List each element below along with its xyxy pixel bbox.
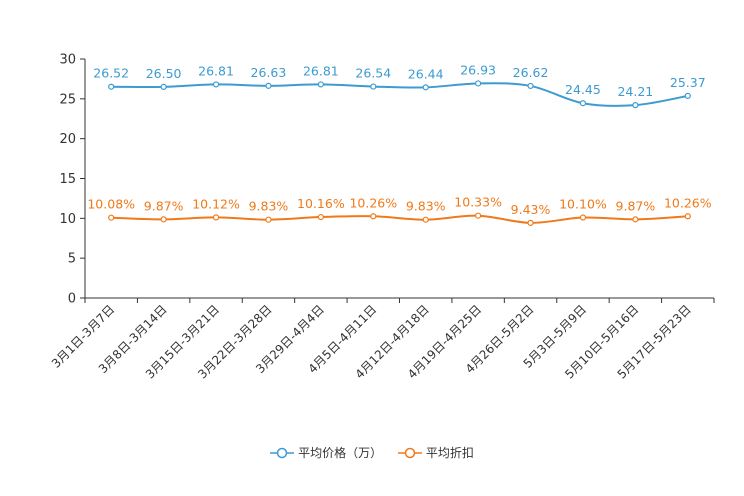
- data-point[interactable]: [108, 214, 115, 221]
- data-point[interactable]: [684, 92, 691, 99]
- data-label: 10.12%: [192, 196, 240, 211]
- data-point[interactable]: [684, 213, 691, 220]
- data-point[interactable]: [160, 216, 167, 223]
- series-line-0: [111, 82, 688, 107]
- data-point[interactable]: [422, 216, 429, 223]
- legend-marker-price: [270, 447, 295, 458]
- data-label: 9.83%: [406, 199, 446, 214]
- y-tick-label: 30: [59, 53, 76, 68]
- data-label: 24.45: [565, 82, 601, 97]
- data-label: 26.54: [355, 66, 391, 81]
- data-label: 26.44: [408, 66, 444, 81]
- data-point[interactable]: [370, 213, 377, 220]
- data-point[interactable]: [160, 83, 167, 90]
- legend-label-discount: 平均折扣: [425, 446, 474, 460]
- y-tick-label: 15: [59, 172, 76, 187]
- data-point[interactable]: [579, 214, 587, 221]
- data-label: 10.08%: [87, 197, 135, 212]
- data-point[interactable]: [370, 83, 377, 90]
- series-layer: 26.52 26.50 26.81 26.63 26.81 26.54 26.44 26.93…: [87, 62, 712, 226]
- data-label: 26.52: [93, 66, 129, 81]
- series-line-1: [111, 214, 688, 224]
- data-label: 26.62: [513, 65, 549, 80]
- data-label: 9.43%: [511, 202, 551, 217]
- legend-marker-discount: [397, 447, 422, 458]
- data-label: 10.33%: [454, 195, 502, 210]
- data-point[interactable]: [527, 82, 534, 90]
- y-axis: 0 5 10 15 20 25 30: [59, 53, 86, 307]
- data-point[interactable]: [475, 212, 482, 219]
- data-point[interactable]: [108, 83, 115, 90]
- data-label: 26.50: [146, 66, 182, 81]
- data-point[interactable]: [212, 81, 220, 88]
- legend-label-price: 平均价格（万）: [298, 446, 383, 460]
- data-label: 9.87%: [144, 198, 184, 213]
- data-point[interactable]: [212, 214, 220, 221]
- y-tick-label: 10: [59, 212, 76, 227]
- data-point[interactable]: [527, 219, 534, 226]
- y-tick-label: 5: [68, 252, 76, 267]
- data-point[interactable]: [632, 216, 639, 223]
- data-label: 10.10%: [559, 197, 607, 212]
- line-chart: 0 5 10 15 20 25 30 3月1日-3月7日3月8日-3月14日3月15日-3月…: [49, 53, 715, 382]
- data-point[interactable]: [579, 100, 587, 107]
- data-label: 24.21: [617, 84, 653, 99]
- data-label: 9.83%: [249, 199, 289, 214]
- y-tick-label: 0: [68, 292, 76, 307]
- y-tick-label: 20: [59, 132, 76, 147]
- data-label: 25.37: [670, 75, 706, 90]
- legend-item-discount[interactable]: 平均折扣: [397, 444, 474, 461]
- data-point[interactable]: [265, 216, 272, 223]
- data-label: 26.63: [251, 65, 287, 80]
- data-label: 10.26%: [349, 195, 397, 210]
- data-label: 26.93: [460, 62, 496, 77]
- data-label: 9.87%: [616, 198, 656, 213]
- data-point[interactable]: [265, 82, 272, 89]
- data-label: 10.16%: [297, 196, 345, 211]
- x-axis: 3月1日-3月7日3月8日-3月14日3月15日-3月21日3月22日-3月28…: [49, 297, 715, 382]
- data-point[interactable]: [317, 213, 324, 221]
- data-label: 10.26%: [664, 195, 712, 210]
- legend: 平均价格（万） 平均折扣: [0, 444, 744, 461]
- data-point[interactable]: [475, 80, 482, 87]
- y-tick-label: 25: [59, 92, 76, 107]
- legend-item-price[interactable]: 平均价格（万）: [270, 444, 382, 461]
- data-point[interactable]: [632, 102, 639, 109]
- data-label: 26.81: [198, 63, 234, 78]
- data-label: 26.81: [303, 63, 339, 78]
- data-point[interactable]: [422, 84, 429, 91]
- data-point[interactable]: [317, 81, 324, 88]
